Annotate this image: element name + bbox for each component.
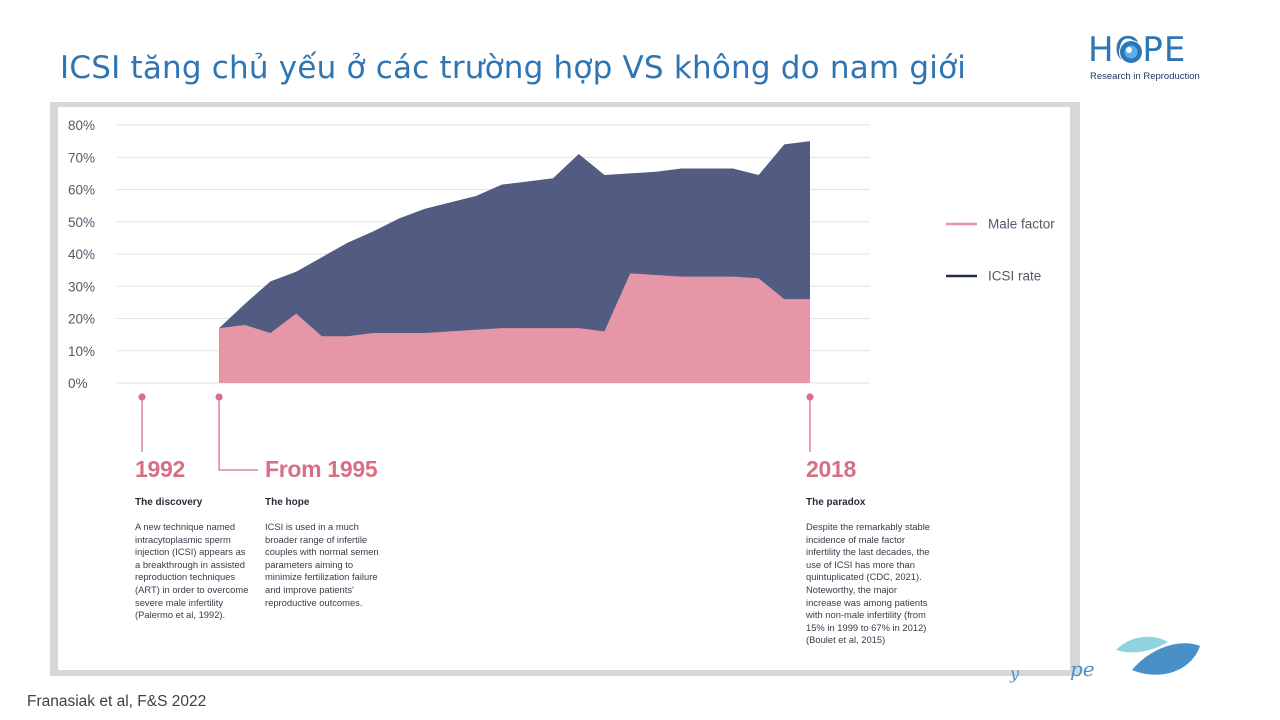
y-tick-label: 0% bbox=[68, 376, 88, 391]
eye-icon bbox=[1119, 40, 1143, 64]
timeline-connector bbox=[218, 397, 258, 471]
y-tick-label: 10% bbox=[68, 344, 95, 359]
milestone-subtitle: The hope bbox=[265, 497, 310, 508]
swoosh-logo-icon bbox=[1116, 636, 1200, 675]
slide-title: ICSI tăng chủ yếu ở các trường hợp VS kh… bbox=[60, 50, 967, 86]
hope-logo: HOPE Research in Reproduction bbox=[1088, 33, 1203, 83]
chart-areas bbox=[219, 141, 811, 383]
y-tick-label: 60% bbox=[68, 183, 95, 198]
milestone-year: From 1995 bbox=[265, 456, 378, 482]
legend-label: ICSI rate bbox=[988, 269, 1041, 284]
milestone-text: A new technique named intracytoplasmic s… bbox=[135, 521, 249, 621]
milestone-year: 2018 bbox=[806, 456, 856, 482]
milestone-1992: 1992 The discovery A new technique named… bbox=[135, 456, 250, 622]
y-tick-label: 70% bbox=[68, 150, 95, 165]
milestone-subtitle: The discovery bbox=[135, 497, 203, 508]
timeline-markers bbox=[138, 393, 814, 471]
milestone-1995: From 1995 The hope ICSI is used in a muc… bbox=[265, 456, 385, 609]
chart-legend: Male factor ICSI rate bbox=[946, 217, 1055, 284]
y-tick-label: 50% bbox=[68, 215, 95, 230]
logo-fragment-pe: pe bbox=[1070, 657, 1095, 681]
legend-label: Male factor bbox=[988, 217, 1055, 232]
y-tick-label: 40% bbox=[68, 247, 95, 262]
milestone-year: 1992 bbox=[135, 456, 185, 482]
milestone-2018: 2018 The paradox Despite the remarkably … bbox=[806, 456, 931, 647]
milestone-text: ICSI is used in a much broader range of … bbox=[265, 521, 379, 608]
y-tick-labels: 0% 10% 20% 30% 40% 50% 60% 70% 80% bbox=[68, 118, 95, 391]
citation: Franasiak et al, F&S 2022 bbox=[27, 693, 207, 710]
y-tick-label: 20% bbox=[68, 312, 95, 327]
logo-fragment-y: y bbox=[1010, 664, 1020, 683]
male-factor-area bbox=[219, 273, 811, 383]
logo-tagline: Research in Reproduction bbox=[1090, 71, 1200, 82]
y-tick-label: 30% bbox=[68, 279, 95, 294]
y-tick-label: 80% bbox=[68, 118, 95, 133]
milestone-text: Despite the remarkably stable incidence … bbox=[806, 521, 931, 646]
milestone-subtitle: The paradox bbox=[806, 497, 866, 508]
